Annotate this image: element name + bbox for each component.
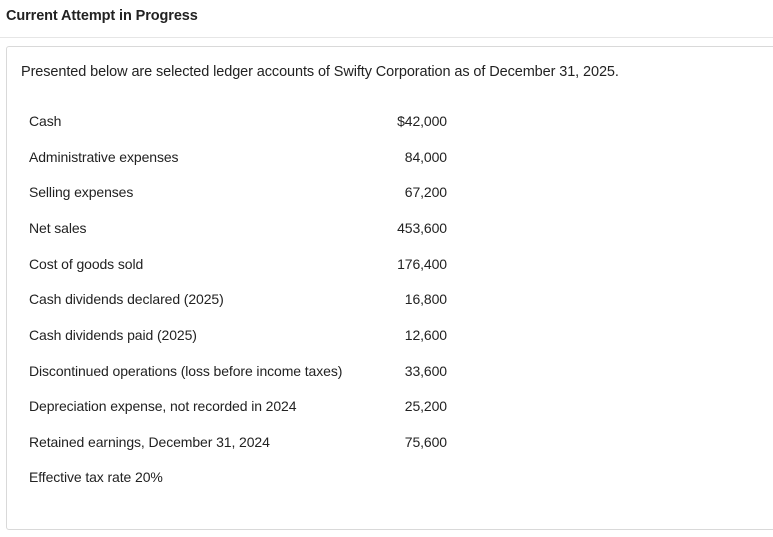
table-row: Cash dividends declared (2025) 16,800 bbox=[29, 281, 447, 317]
account-amount: $42,000 bbox=[397, 112, 447, 129]
question-intro: Presented below are selected ledger acco… bbox=[21, 64, 619, 80]
account-name: Cash bbox=[29, 112, 62, 129]
account-name: Depreciation expense, not recorded in 20… bbox=[29, 398, 297, 415]
question-card: Presented below are selected ledger acco… bbox=[6, 46, 773, 530]
account-name: Retained earnings, December 31, 2024 bbox=[29, 434, 270, 451]
table-row: Net sales 453,600 bbox=[29, 210, 447, 246]
tax-rate-note: Effective tax rate 20% bbox=[29, 469, 163, 485]
account-amount: 16,800 bbox=[404, 291, 447, 308]
table-row: Cost of goods sold 176,400 bbox=[29, 246, 447, 282]
account-name: Discontinued operations (loss before inc… bbox=[29, 362, 343, 379]
table-row: Cash dividends paid (2025) 12,600 bbox=[29, 317, 447, 353]
account-amount: 12,600 bbox=[404, 326, 447, 343]
account-amount: 176,400 bbox=[397, 255, 447, 272]
account-amount: 25,200 bbox=[404, 398, 447, 415]
account-name: Selling expenses bbox=[29, 184, 134, 201]
attempt-title: Current Attempt in Progress bbox=[6, 8, 198, 24]
account-amount: 33,600 bbox=[404, 362, 447, 379]
account-name: Administrative expenses bbox=[29, 148, 179, 165]
account-name: Net sales bbox=[29, 219, 87, 236]
table-row: Depreciation expense, not recorded in 20… bbox=[29, 389, 447, 425]
account-name: Cost of goods sold bbox=[29, 255, 144, 272]
account-amount: 84,000 bbox=[404, 148, 447, 165]
table-row: Cash $42,000 bbox=[29, 103, 447, 139]
account-name: Cash dividends paid (2025) bbox=[29, 326, 197, 343]
table-row: Discontinued operations (loss before inc… bbox=[29, 353, 447, 389]
table-row: Administrative expenses 84,000 bbox=[29, 139, 447, 175]
account-amount: 67,200 bbox=[404, 184, 447, 201]
table-row: Retained earnings, December 31, 2024 75,… bbox=[29, 424, 447, 460]
ledger-accounts-table: Cash $42,000 Administrative expenses 84,… bbox=[29, 103, 447, 460]
attempt-header: Current Attempt in Progress bbox=[0, 0, 773, 38]
table-row: Selling expenses 67,200 bbox=[29, 174, 447, 210]
account-amount: 453,600 bbox=[397, 219, 447, 236]
account-amount: 75,600 bbox=[404, 434, 447, 451]
account-name: Cash dividends declared (2025) bbox=[29, 291, 224, 308]
